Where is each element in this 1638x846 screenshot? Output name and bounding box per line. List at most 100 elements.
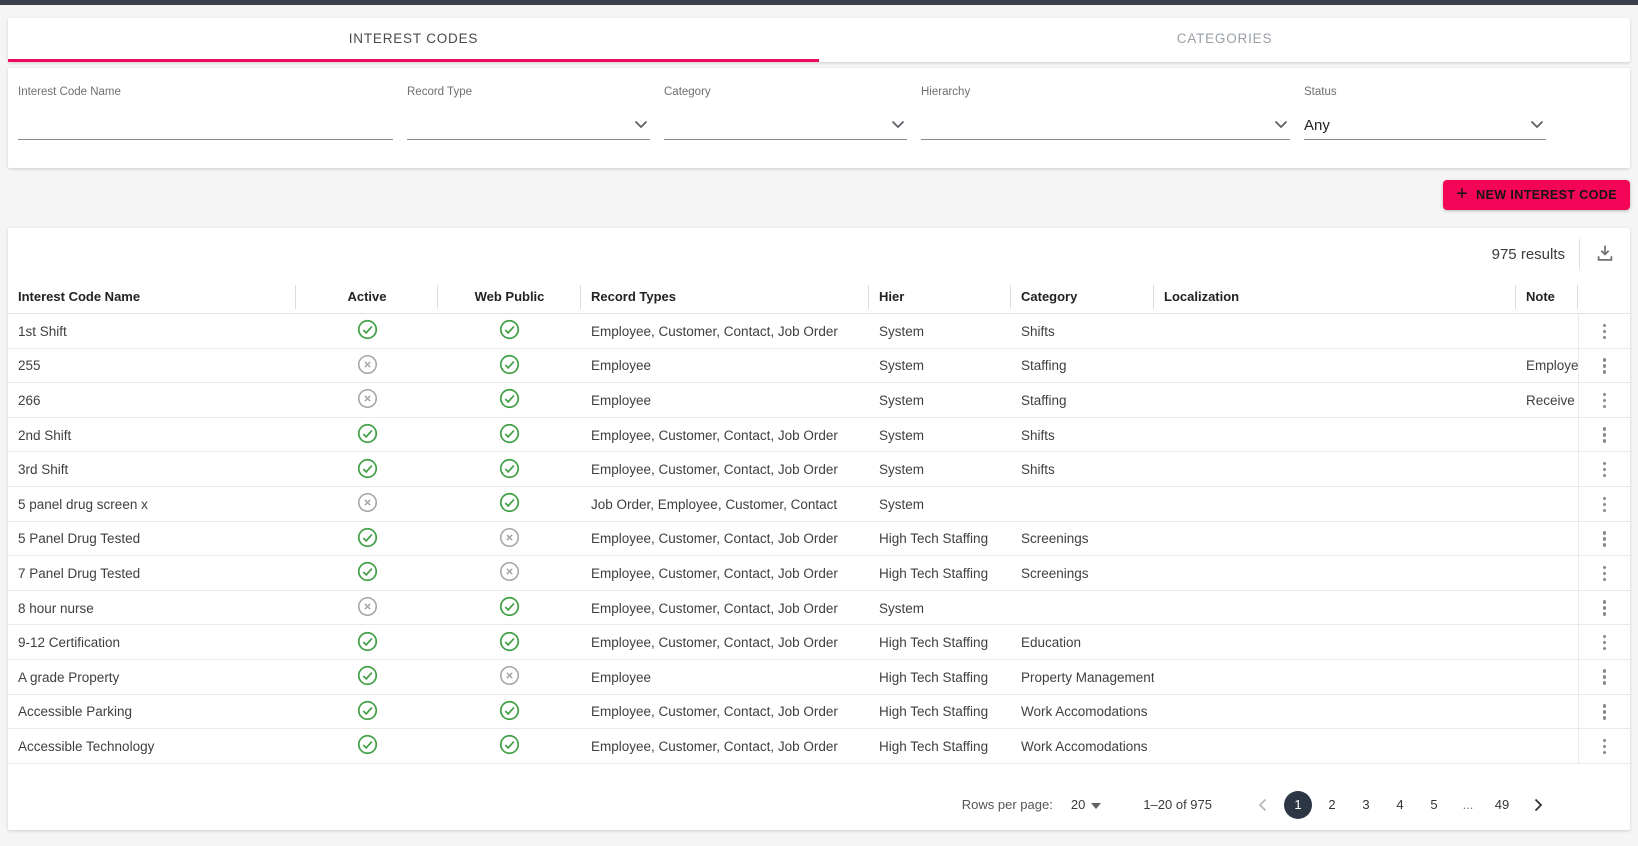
check-circle-icon: [499, 389, 520, 409]
kebab-menu-icon[interactable]: [1595, 320, 1615, 344]
page-number-button[interactable]: 49: [1488, 791, 1516, 819]
cell-category: Shifts: [1021, 427, 1055, 443]
cell-category: Work Accomodations: [1021, 704, 1148, 720]
cell-web-public: [438, 319, 581, 343]
kebab-menu-icon[interactable]: [1595, 665, 1615, 689]
kebab-menu-icon[interactable]: [1595, 562, 1615, 586]
check-circle-icon: [357, 666, 377, 686]
page-number-button[interactable]: ...: [1454, 791, 1482, 819]
page-number-button[interactable]: 3: [1352, 791, 1380, 819]
tab-label: CATEGORIES: [1176, 31, 1273, 46]
cell-hier: System: [879, 323, 925, 339]
table-row[interactable]: 5 Panel Drug Tested: [8, 521, 1630, 557]
active-status-icon: [357, 561, 378, 582]
page-number-list: 1 2 3 4 5 ... 49: [1284, 790, 1516, 819]
table-row[interactable]: 9-12 Certification: [8, 625, 1630, 660]
table-row[interactable]: 3rd Shift: [8, 452, 1630, 487]
kebab-menu-icon[interactable]: [1595, 700, 1615, 724]
cell-hier: High Tech Staffing: [879, 738, 989, 754]
table-row[interactable]: Accessible Parking: [8, 694, 1630, 730]
tab[interactable]: CATEGORIES: [819, 18, 1630, 62]
cell-web-public: [438, 596, 581, 620]
results-table-card: 975 results Interest Code Name Active We…: [8, 228, 1630, 830]
cell-note: Employee: [1526, 358, 1578, 374]
kebab-menu-icon[interactable]: [1595, 389, 1615, 413]
table-row[interactable]: 5 panel drug screen x: [8, 486, 1630, 522]
cell-web-public: [438, 423, 581, 447]
kebab-menu-icon[interactable]: [1595, 493, 1615, 517]
check-circle-icon: [357, 562, 377, 582]
results-row: 975 results: [8, 228, 1630, 280]
chevron-right-icon[interactable]: [1524, 791, 1552, 819]
filter-input[interactable]: [921, 110, 1290, 140]
web-public-status-icon: [499, 665, 520, 686]
rows-per-page-select[interactable]: 20: [1071, 797, 1102, 812]
web-public-status-icon: [499, 319, 520, 340]
kebab-menu-icon[interactable]: [1595, 596, 1615, 620]
check-circle-icon: [499, 320, 520, 340]
filter-input[interactable]: Any: [1304, 110, 1546, 140]
kebab-menu-icon[interactable]: [1595, 735, 1615, 759]
table-row[interactable]: 1st Shift: [8, 314, 1630, 349]
cell-web-public: [438, 700, 581, 724]
filter-input[interactable]: [664, 110, 907, 140]
download-button[interactable]: [1594, 242, 1616, 267]
active-status-icon: [357, 354, 378, 375]
table-header: Interest Code Name Active Web Public Rec…: [8, 280, 1630, 314]
filter-input[interactable]: [407, 110, 650, 140]
table-row[interactable]: A grade Property: [8, 659, 1630, 695]
new-interest-code-button[interactable]: + NEW INTEREST CODE: [1443, 180, 1630, 210]
cell-web-public: [438, 734, 581, 758]
kebab-menu-icon[interactable]: [1595, 631, 1615, 655]
cell-record-types: Employee: [591, 669, 652, 685]
kebab-menu-icon[interactable]: [1595, 527, 1615, 551]
cell-category: Staffing: [1021, 392, 1067, 408]
cell-interest-code-name: 266: [18, 392, 41, 408]
cell-actions: [1578, 694, 1630, 730]
check-circle-icon: [357, 320, 377, 340]
page-number-button[interactable]: 5: [1420, 791, 1448, 819]
active-status-icon: [357, 388, 378, 409]
active-status-icon: [357, 665, 378, 686]
kebab-menu-icon[interactable]: [1595, 354, 1615, 378]
chevron-down-icon: [634, 116, 648, 134]
check-circle-icon: [357, 527, 377, 547]
kebab-menu-icon[interactable]: [1595, 423, 1615, 447]
cell-active: [296, 527, 438, 551]
page-number-button[interactable]: 2: [1318, 791, 1346, 819]
page-number-button[interactable]: 1: [1284, 790, 1312, 819]
cell-web-public: [438, 665, 581, 689]
table-row[interactable]: 7 Panel Drug Tested: [8, 556, 1630, 591]
kebab-menu-icon[interactable]: [1595, 458, 1615, 482]
table-row[interactable]: 255: [8, 348, 1630, 384]
chevron-left-icon[interactable]: [1248, 791, 1276, 819]
check-circle-icon: [499, 735, 520, 755]
cell-note: Receive t: [1526, 392, 1578, 408]
tab[interactable]: INTEREST CODES: [8, 18, 819, 62]
cell-actions: [1578, 417, 1630, 453]
web-public-status-icon: [499, 700, 520, 721]
table-row[interactable]: 266: [8, 383, 1630, 418]
table-row[interactable]: 2nd Shift: [8, 417, 1630, 453]
cell-active: [296, 734, 438, 758]
action-row: + NEW INTEREST CODE: [8, 180, 1630, 210]
cell-web-public: [438, 527, 581, 551]
web-public-status-icon: [499, 354, 520, 375]
chevron-down-icon: [891, 116, 905, 134]
cell-active: [296, 319, 438, 343]
top-accent-bar: [0, 0, 1638, 5]
cell-record-types: Employee, Customer, Contact, Job Order: [591, 565, 838, 581]
table-row[interactable]: Accessible Technology: [8, 729, 1630, 764]
table-row[interactable]: 8 hour nurse: [8, 590, 1630, 626]
cell-category: Screenings: [1021, 565, 1089, 581]
cell-actions: [1578, 486, 1630, 522]
filter-input[interactable]: [18, 110, 393, 140]
page-number-button[interactable]: 4: [1386, 791, 1414, 819]
cell-interest-code-name: 9-12 Certification: [18, 635, 121, 651]
column-header-name: Interest Code Name: [8, 284, 296, 310]
check-circle-icon: [499, 493, 520, 513]
check-circle-icon: [499, 458, 520, 478]
cell-interest-code-name: 5 panel drug screen x: [18, 496, 148, 512]
active-status-icon: [357, 458, 378, 479]
results-count: 975 results: [1491, 245, 1565, 263]
